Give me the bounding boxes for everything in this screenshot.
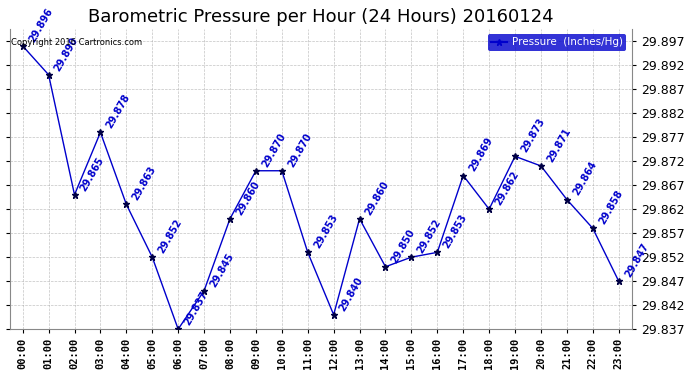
Text: 29.850: 29.850 bbox=[390, 227, 417, 265]
Title: Barometric Pressure per Hour (24 Hours) 20160124: Barometric Pressure per Hour (24 Hours) … bbox=[88, 8, 553, 26]
Text: 29.858: 29.858 bbox=[597, 189, 624, 226]
Text: 29.852: 29.852 bbox=[157, 217, 184, 255]
Text: 29.845: 29.845 bbox=[208, 251, 236, 289]
Text: 29.871: 29.871 bbox=[545, 126, 573, 164]
Text: 29.890: 29.890 bbox=[52, 35, 80, 73]
Text: 29.852: 29.852 bbox=[415, 217, 443, 255]
Text: 29.873: 29.873 bbox=[519, 117, 546, 154]
Text: 29.853: 29.853 bbox=[442, 213, 469, 250]
Text: 29.847: 29.847 bbox=[623, 242, 651, 279]
Text: 29.896: 29.896 bbox=[27, 6, 55, 44]
Text: 29.865: 29.865 bbox=[79, 155, 106, 193]
Text: 29.878: 29.878 bbox=[105, 93, 132, 130]
Text: 29.853: 29.853 bbox=[312, 213, 339, 250]
Text: 29.860: 29.860 bbox=[234, 179, 262, 217]
Text: 29.862: 29.862 bbox=[493, 170, 521, 207]
Text: 29.864: 29.864 bbox=[571, 160, 598, 197]
Text: 29.863: 29.863 bbox=[130, 165, 158, 202]
Text: 29.869: 29.869 bbox=[467, 136, 495, 173]
Legend: Pressure  (Inches/Hg): Pressure (Inches/Hg) bbox=[489, 34, 627, 51]
Text: 29.837: 29.837 bbox=[182, 290, 210, 327]
Text: 29.870: 29.870 bbox=[260, 131, 288, 169]
Text: 29.860: 29.860 bbox=[364, 179, 391, 217]
Text: 29.840: 29.840 bbox=[338, 275, 365, 313]
Text: Copyright 2016 Cartronics.com: Copyright 2016 Cartronics.com bbox=[11, 38, 142, 47]
Text: 29.870: 29.870 bbox=[286, 131, 313, 169]
